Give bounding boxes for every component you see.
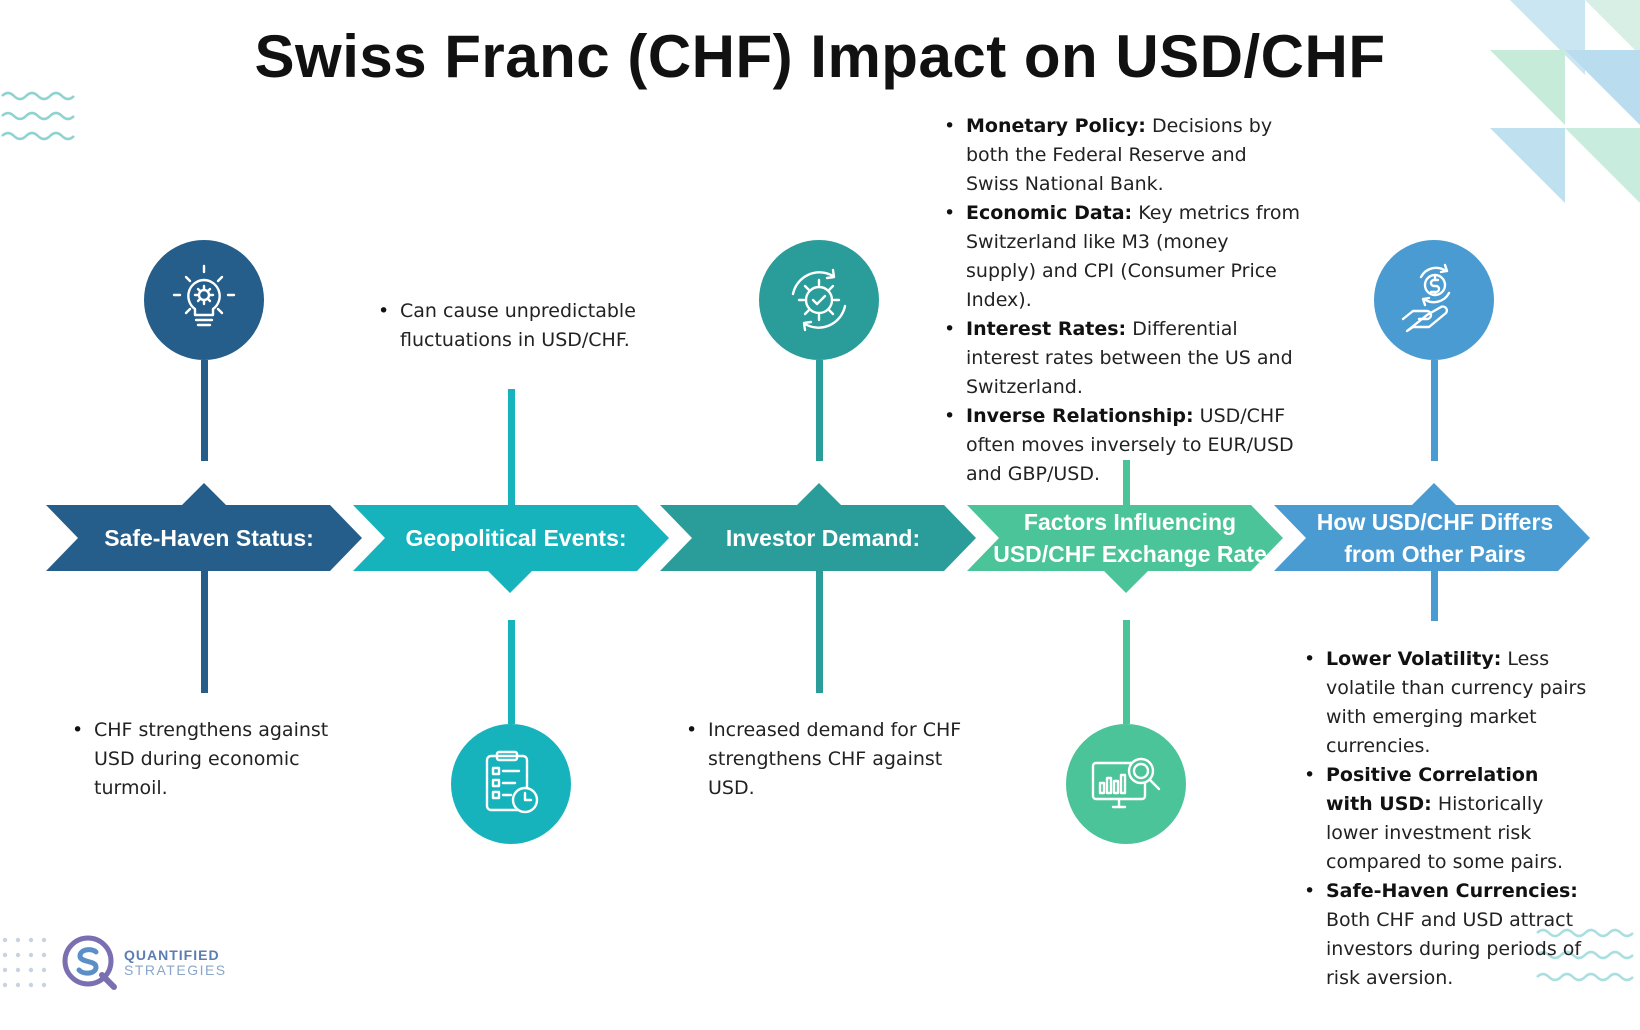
stage-label-safe-haven: Safe-Haven Status: xyxy=(104,525,314,551)
stage-arrow-safe-haven xyxy=(46,505,362,571)
stage-label-investor: Investor Demand: xyxy=(725,525,921,551)
factor-item: Monetary Policy: Decisions by both the F… xyxy=(944,112,1304,199)
triangle-decoration xyxy=(1490,0,1640,203)
factor-text: Key metrics from Switzerland like M3 (mo… xyxy=(966,202,1301,311)
note-factors: Monetary Policy: Decisions by both the F… xyxy=(944,112,1304,489)
stage-label-differs-line1: How USD/CHF Differs xyxy=(1316,509,1554,535)
factor-item: Economic Data: Key metrics from Switzerl… xyxy=(944,199,1304,315)
logo-mark-icon xyxy=(62,935,117,990)
differs-text: Less volatile than currency pairs with e… xyxy=(1326,648,1587,757)
stage-arrow-differs xyxy=(1274,505,1590,571)
differs-item: Safe-Haven Currencies: Both CHF and USD … xyxy=(1304,877,1590,993)
note-safe-haven: CHF strengthens against USD during econo… xyxy=(72,716,342,803)
lightbulb-gear-icon xyxy=(144,240,264,360)
logo-wordmark: QUANTIFIED STRATEGIES xyxy=(124,948,227,978)
differs-term: Positive Correlation with USD: xyxy=(1326,764,1539,815)
stem-safe-haven-bottom xyxy=(201,571,208,693)
stem-differs-top xyxy=(1431,360,1438,461)
factor-item: Interest Rates: Differential interest ra… xyxy=(944,315,1304,402)
stem-geopolitical-bottom xyxy=(508,620,515,724)
logo-line1: QUANTIFIED xyxy=(124,947,220,963)
stage-notch-up-safe-haven xyxy=(182,483,226,505)
stage-notch-up-investor xyxy=(797,483,841,505)
checklist-clock-icon xyxy=(451,724,571,844)
stage-label-factors-line1: Factors Influencing xyxy=(1023,509,1237,535)
differs-term: Safe-Haven Currencies: xyxy=(1326,880,1578,902)
differs-item: Positive Correlation with USD: Historica… xyxy=(1304,761,1590,877)
stem-factors-bottom xyxy=(1123,620,1130,724)
note-investor: Increased demand for CHF strengthens CHF… xyxy=(686,716,976,803)
factor-text: USD/CHF often moves inversely to EUR/USD… xyxy=(966,405,1294,485)
factor-term: Inverse Relationship: xyxy=(966,405,1194,427)
stage-label-factors: Factors Influencing USD/CHF Exchange Rat… xyxy=(985,505,1275,571)
stage-notch-down-geopolitical xyxy=(488,571,532,593)
hand-dollar-cycle-icon xyxy=(1374,240,1494,360)
page-title: Swiss Franc (CHF) Impact on USD/CHF xyxy=(254,23,1386,90)
factor-term: Economic Data: xyxy=(966,202,1133,224)
note-investor-item: Increased demand for CHF strengthens CHF… xyxy=(686,716,976,803)
factor-text: Decisions by both the Federal Reserve an… xyxy=(966,115,1273,195)
stem-investor-bottom xyxy=(816,571,823,693)
stage-label-factors-line2: USD/CHF Exchange Rate xyxy=(993,541,1267,567)
stage-arrow-factors xyxy=(967,505,1283,571)
wave-decoration xyxy=(1,91,75,141)
note-differs: Lower Volatility: Less volatile than cur… xyxy=(1304,645,1590,993)
factor-item: Inverse Relationship: USD/CHF often move… xyxy=(944,402,1304,489)
monitor-chart-magnifier-icon xyxy=(1066,724,1186,844)
stage-notch-down-factors xyxy=(1104,571,1148,593)
stage-arrow-geopolitical xyxy=(353,505,669,571)
stem-investor-top xyxy=(816,360,823,461)
stem-geopolitical-top xyxy=(508,389,515,505)
dots-decoration xyxy=(2,937,47,988)
stage-arrow-investor xyxy=(660,505,976,571)
stage-label-differs: How USD/CHF Differs from Other Pairs xyxy=(1300,505,1570,571)
stage-label-differs-line2: from Other Pairs xyxy=(1344,541,1526,567)
differs-text: Both CHF and USD attract investors durin… xyxy=(1326,909,1582,989)
timeline-arrows xyxy=(46,483,1590,593)
differs-term: Lower Volatility: xyxy=(1326,648,1502,670)
logo-line2: STRATEGIES xyxy=(124,962,227,978)
differs-item: Lower Volatility: Less volatile than cur… xyxy=(1304,645,1590,761)
differs-text: Historically lower investment risk compa… xyxy=(1326,793,1564,873)
gear-check-cycle-icon xyxy=(759,240,879,360)
note-safe-haven-item: CHF strengthens against USD during econo… xyxy=(72,716,342,803)
factor-term: Monetary Policy: xyxy=(966,115,1146,137)
stem-safe-haven-top xyxy=(201,360,208,461)
note-geopolitical: Can cause unpredictable fluctuations in … xyxy=(378,297,638,355)
stage-notch-up-differs xyxy=(1412,483,1456,505)
factor-text: Differential interest rates between the … xyxy=(966,318,1293,398)
factor-term: Interest Rates: xyxy=(966,318,1127,340)
stem-differs-bottom xyxy=(1431,571,1438,621)
note-geopolitical-item: Can cause unpredictable fluctuations in … xyxy=(378,297,638,355)
stage-label-geopolitical: Geopolitical Events: xyxy=(405,525,627,551)
logo: QUANTIFIED STRATEGIES xyxy=(62,935,227,991)
